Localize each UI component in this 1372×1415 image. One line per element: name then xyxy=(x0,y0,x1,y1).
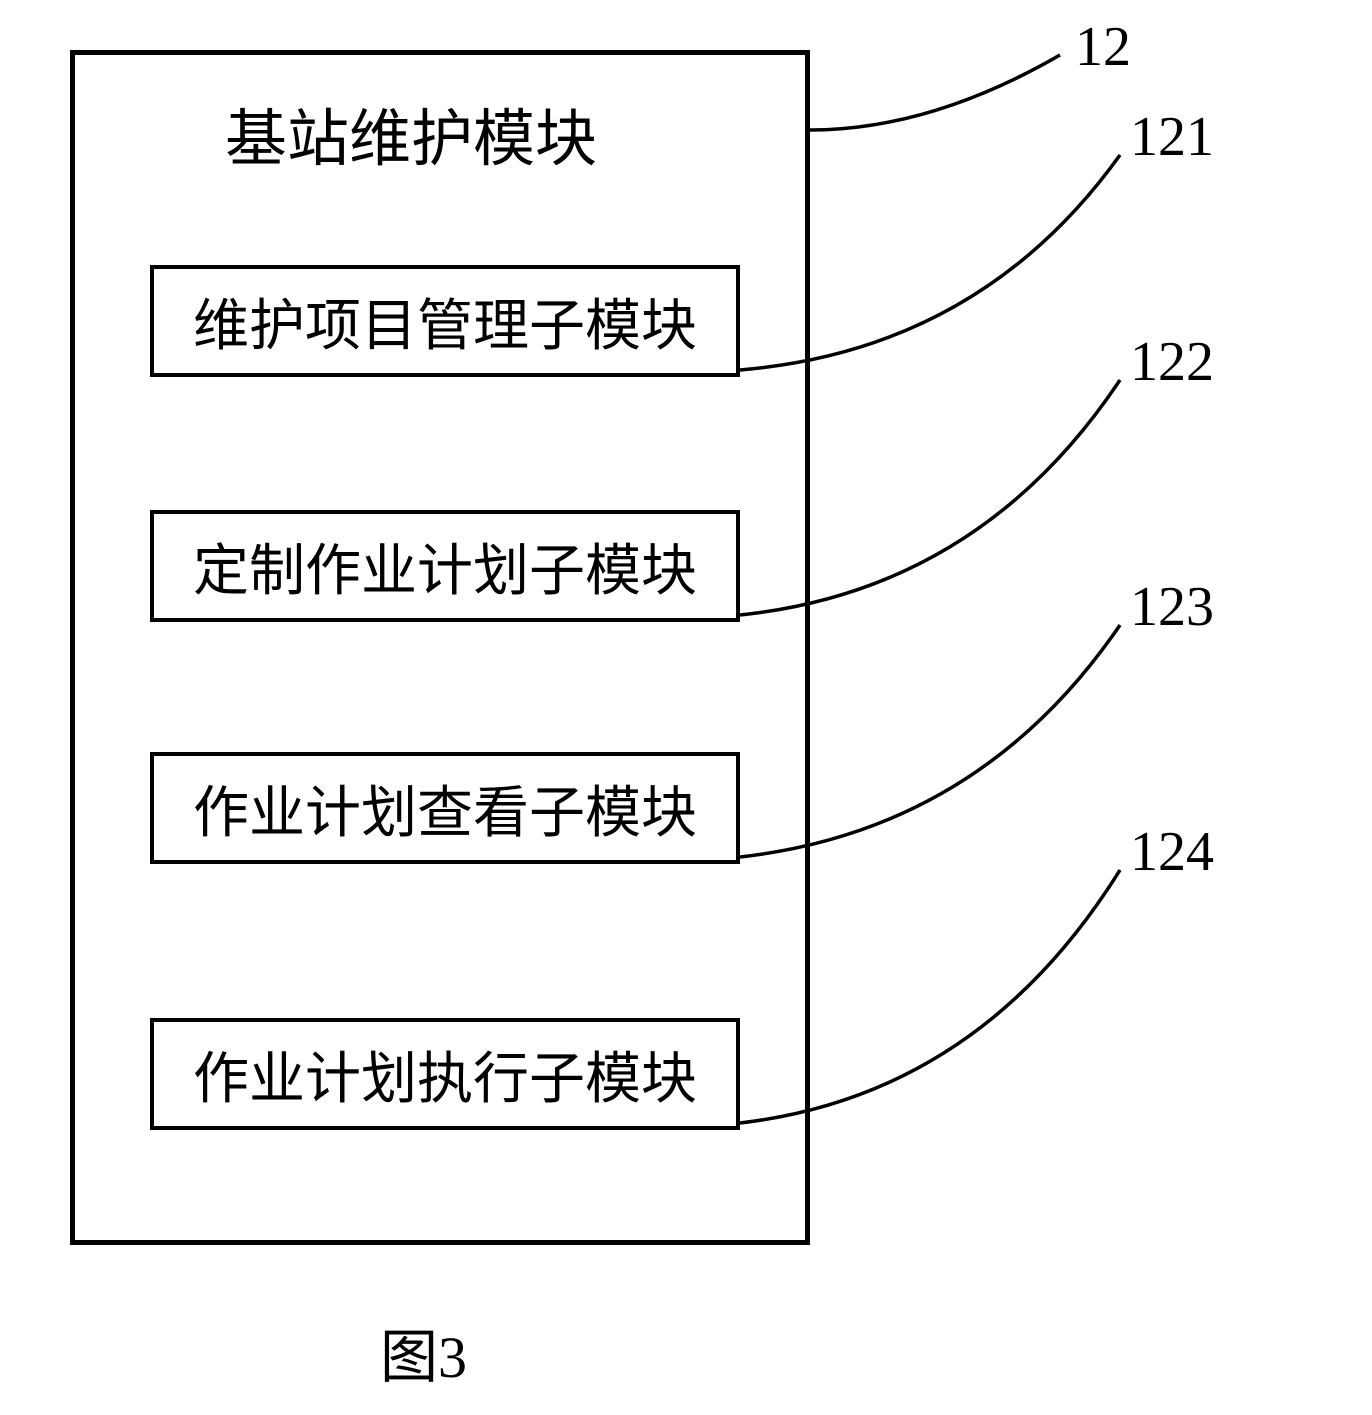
ref-label-124: 124 xyxy=(1130,820,1214,884)
sub-module-label: 作业计划查看子模块 xyxy=(193,768,697,849)
ref-label-122: 122 xyxy=(1130,330,1214,394)
figure-caption: 图3 xyxy=(380,1310,467,1394)
sub-module-label: 定制作业计划子模块 xyxy=(193,526,697,607)
ref-label-123: 123 xyxy=(1130,575,1214,639)
sub-module-label: 作业计划执行子模块 xyxy=(193,1034,697,1115)
sub-module-box-4: 作业计划执行子模块 xyxy=(150,1018,740,1130)
sub-module-box-1: 维护项目管理子模块 xyxy=(150,265,740,377)
sub-module-box-3: 作业计划查看子模块 xyxy=(150,752,740,864)
sub-module-box-2: 定制作业计划子模块 xyxy=(150,510,740,622)
ref-label-121: 121 xyxy=(1130,105,1214,169)
ref-label-12: 12 xyxy=(1075,15,1131,79)
sub-module-label: 维护项目管理子模块 xyxy=(193,281,697,362)
main-module-title: 基站维护模块 xyxy=(225,88,597,178)
